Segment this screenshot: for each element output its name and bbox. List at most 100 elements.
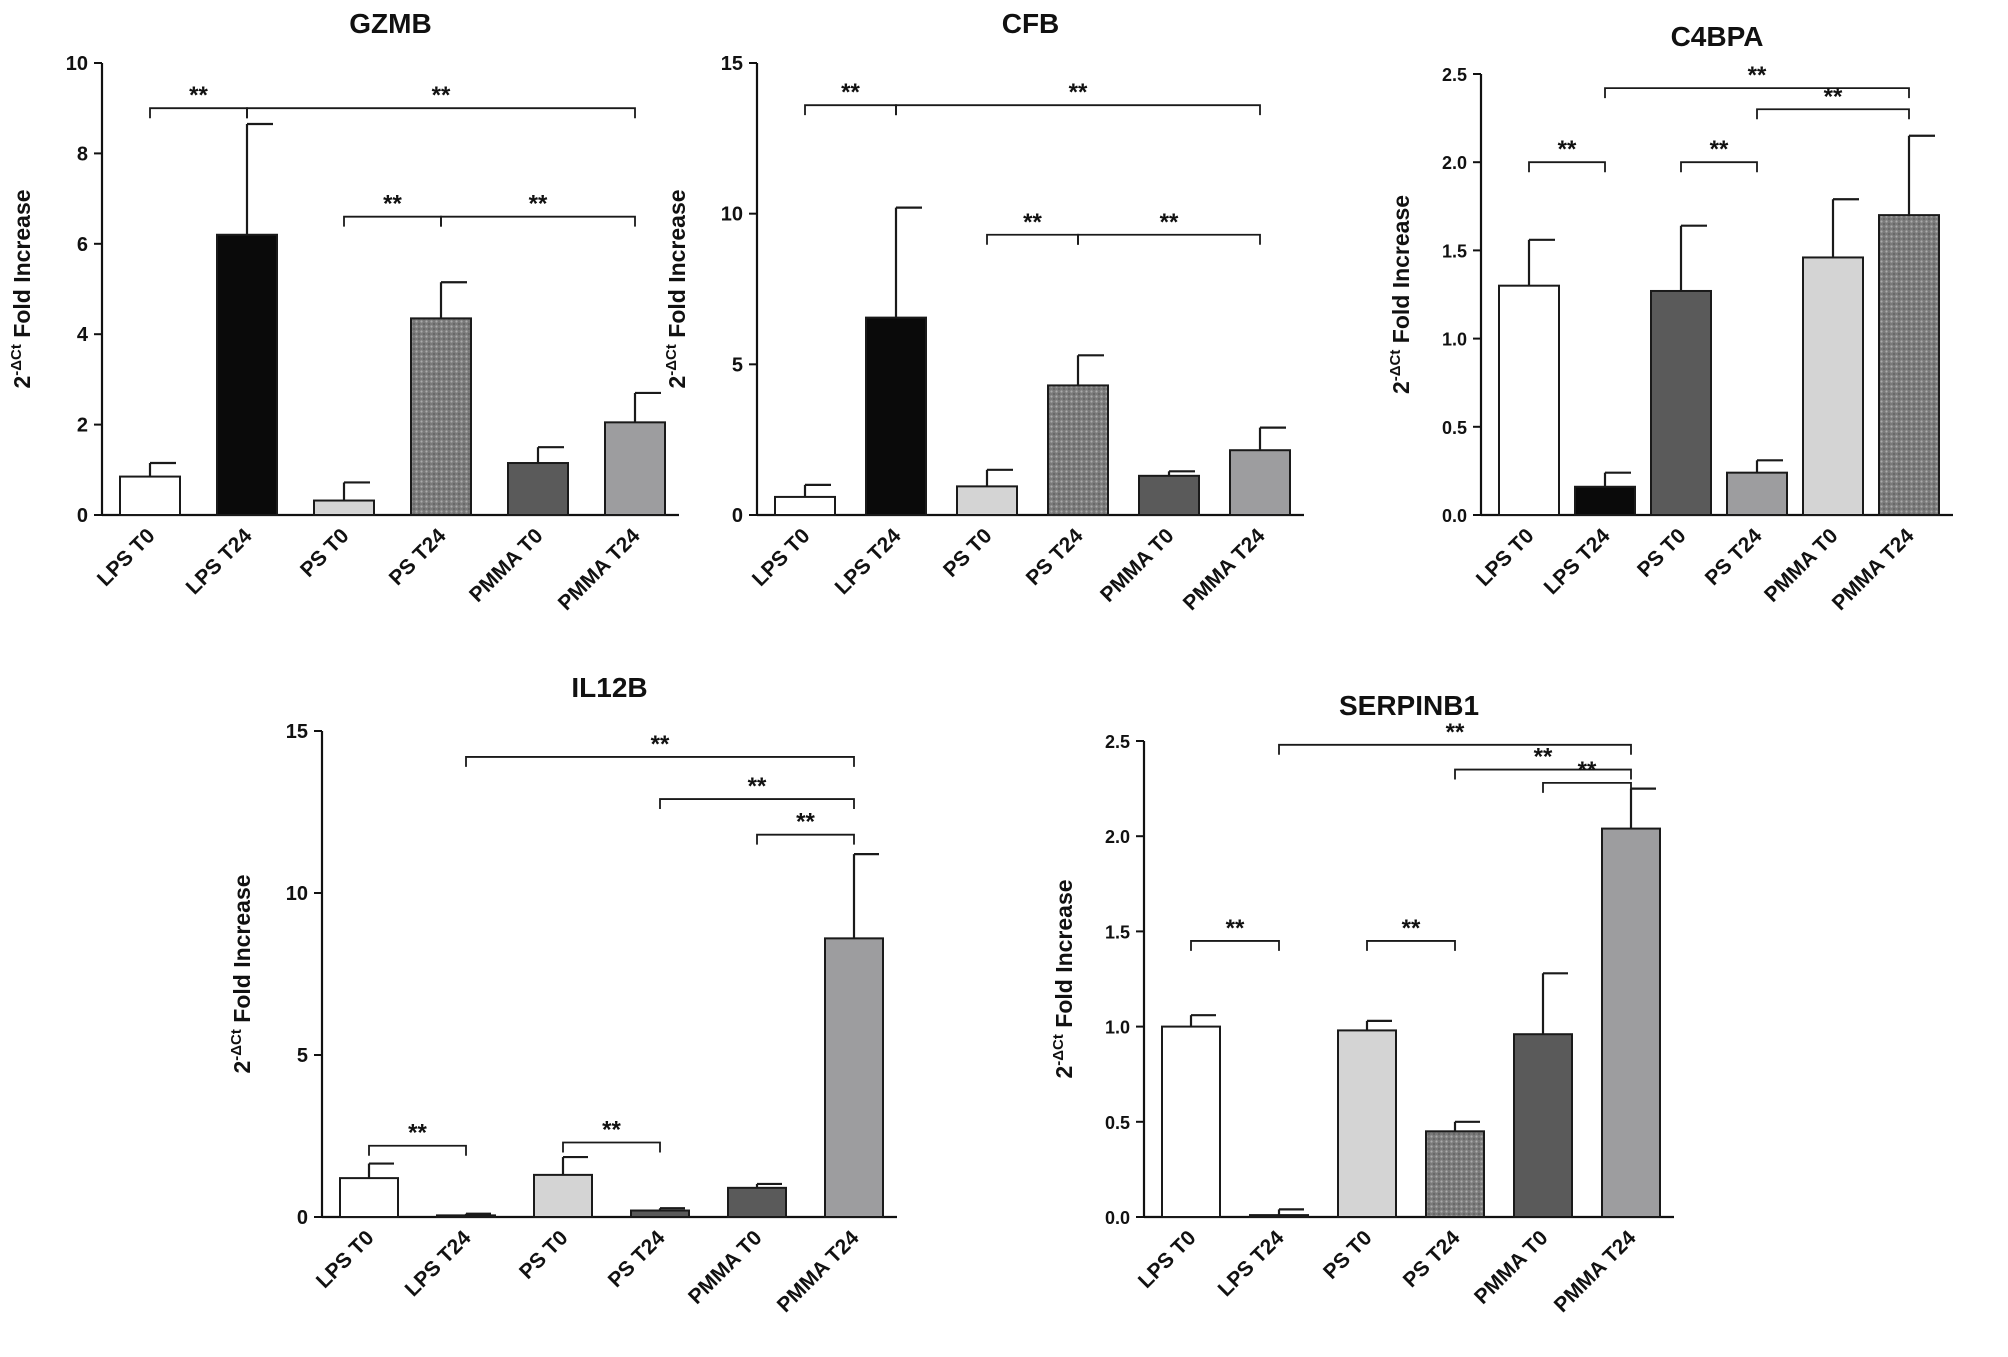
y-axis-label-text: Fold Increase — [229, 874, 255, 1029]
bar-lps-t24 — [1574, 485, 1636, 516]
significance-bracket — [1604, 87, 1910, 99]
bar-ps-t24 — [1726, 471, 1788, 516]
bar-pmma-t0 — [1513, 1033, 1573, 1218]
y-tick-label: 0.0 — [1442, 506, 1467, 526]
bar-pmma-t24 — [1229, 449, 1291, 517]
y-tick-label: 0 — [77, 505, 88, 527]
y-tick-label: 5 — [297, 1045, 308, 1067]
significance-label: ** — [1558, 136, 1577, 163]
x-tick-label: PMMA T0 — [1470, 1226, 1553, 1309]
bar-lps-t24 — [865, 316, 927, 517]
significance-bracket — [1528, 161, 1606, 173]
bar-pmma-t24 — [1878, 214, 1940, 516]
significance-bracket — [440, 215, 636, 227]
significance-label: ** — [1402, 915, 1421, 942]
y-tick-label: 10 — [286, 883, 308, 905]
bar-pmma-t0 — [1802, 256, 1864, 516]
y-tick-label: 4 — [77, 324, 89, 346]
significance-label: ** — [602, 1116, 621, 1143]
x-tick-label: PS T24 — [1399, 1226, 1465, 1292]
bar-pmma-t0 — [1138, 474, 1200, 516]
y-tick-label: 0 — [297, 1207, 308, 1229]
y-tick-label: 8 — [77, 143, 88, 165]
significance-bracket — [1278, 743, 1632, 755]
bar-lps-t0 — [1498, 284, 1560, 516]
y-tick-label: 15 — [286, 721, 308, 743]
chart-panel-cfb: CFB 2-ΔCt Fold Increase 0 5 10 15 LPS T0 LPS T2… — [663, 8, 1304, 615]
bar-ps-t0 — [1650, 289, 1712, 516]
significance-bracket — [1366, 940, 1456, 951]
significance-label: ** — [1160, 209, 1179, 236]
chart-panel-serpinb1: SERPINB1 2-ΔCt Fold Increase 0.0 0.5 1.0 1.5 2… — [1050, 690, 1674, 1317]
bar-pmma-t0 — [507, 462, 569, 516]
bar-ps-t24 — [1047, 384, 1109, 516]
significance-bracket — [562, 1141, 661, 1153]
x-tick-label: LPS T0 — [1134, 1226, 1201, 1293]
y-axis-label-superscript: -ΔCt — [1387, 350, 1404, 382]
y-axis-label-base: 2 — [664, 376, 690, 389]
y-tick-label: 1.0 — [1442, 330, 1467, 350]
x-tick-label: PMMA T0 — [1096, 524, 1179, 607]
x-tick-label: LPS T0 — [748, 524, 815, 591]
y-tick-label: 2.0 — [1442, 153, 1467, 173]
y-tick-label: 0 — [732, 505, 743, 527]
bar-lps-t0 — [339, 1177, 399, 1218]
significance-label: ** — [189, 82, 208, 109]
y-axis-label-text: Fold Increase — [9, 189, 35, 344]
chart-title: GZMB — [349, 8, 431, 39]
bar-pmma-t24 — [604, 421, 666, 516]
y-tick-label: 15 — [721, 53, 743, 75]
significance-bracket — [986, 233, 1079, 245]
x-tick-label: LPS T0 — [93, 524, 160, 591]
significance-bracket — [895, 104, 1261, 116]
significance-bracket — [1542, 781, 1632, 793]
significance-label: ** — [1824, 83, 1843, 110]
significance-label: ** — [383, 191, 402, 218]
y-axis-label: 2-ΔCt Fold Increase — [1050, 879, 1077, 1078]
y-axis-label-superscript: -ΔCt — [663, 344, 680, 376]
significance-label: ** — [1710, 136, 1729, 163]
x-tick-label: PS T24 — [1022, 524, 1088, 590]
significance-label: ** — [796, 809, 815, 836]
y-tick-label: 2.5 — [1442, 65, 1467, 85]
x-tick-label: PS T0 — [1319, 1226, 1377, 1284]
y-tick-label: 2 — [77, 415, 88, 437]
y-tick-label: 10 — [721, 204, 743, 226]
bar-lps-t24 — [216, 233, 278, 516]
significance-label: ** — [651, 731, 670, 758]
x-tick-label: PMMA T24 — [554, 524, 645, 615]
x-tick-label: PS T24 — [1701, 524, 1767, 590]
x-tick-label: PS T24 — [604, 1226, 670, 1292]
significance-label: ** — [432, 82, 451, 109]
bar-lps-t0 — [774, 495, 836, 517]
bar-pmma-t24 — [1601, 827, 1661, 1218]
y-axis-label-base: 2 — [9, 376, 35, 389]
chart-panel-il12b: IL12B 2-ΔCt Fold Increase 0 5 10 15 LPS T0 LPS … — [228, 672, 897, 1317]
x-tick-label: LPS T0 — [312, 1226, 379, 1293]
y-axis-label-text: Fold Increase — [1388, 195, 1414, 350]
y-axis-label: 2-ΔCt Fold Increase — [8, 189, 35, 388]
y-axis-label-superscript: -ΔCt — [8, 344, 25, 376]
significance-bracket — [1454, 768, 1632, 780]
significance-label: ** — [529, 191, 548, 218]
y-axis-label-text: Fold Increase — [664, 189, 690, 344]
x-tick-label: LPS T0 — [1472, 524, 1539, 591]
y-tick-label: 0.0 — [1105, 1208, 1130, 1228]
significance-label: ** — [1748, 62, 1767, 89]
y-axis-label: 2-ΔCt Fold Increase — [228, 874, 255, 1073]
y-tick-label: 2.5 — [1105, 732, 1130, 752]
significance-label: ** — [408, 1120, 427, 1147]
significance-bracket — [368, 1144, 467, 1156]
y-axis-label: 2-ΔCt Fold Increase — [1387, 195, 1414, 394]
x-tick-label: PMMA T24 — [1179, 524, 1270, 615]
y-tick-label: 1.5 — [1442, 241, 1467, 261]
x-tick-label: PS T0 — [939, 524, 997, 582]
y-axis-label-base: 2 — [229, 1061, 255, 1074]
x-tick-label: LPS T24 — [182, 524, 257, 599]
y-tick-label: 1.5 — [1105, 922, 1130, 942]
chart-panel-c4bpa: C4BPA 2-ΔCt Fold Increase 0.0 0.5 1.0 1.5 2.0 2… — [1387, 21, 1953, 615]
x-tick-label: PMMA T0 — [684, 1226, 767, 1309]
x-tick-label: PMMA T0 — [465, 524, 548, 607]
significance-label: ** — [1534, 744, 1553, 771]
